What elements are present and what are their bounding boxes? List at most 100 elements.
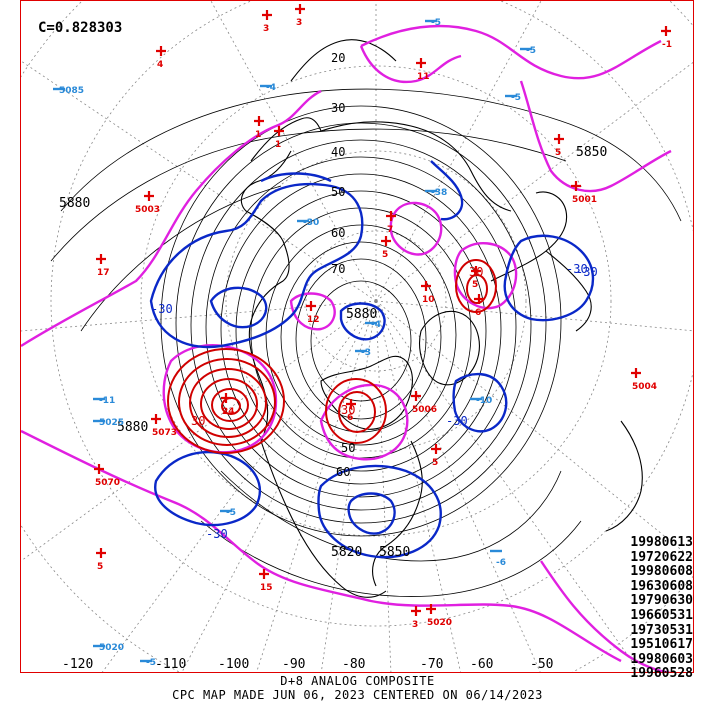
- svg-text:1: 1: [275, 140, 281, 150]
- svg-text:10: 10: [422, 295, 435, 305]
- plus-marker: 5006: [411, 391, 437, 415]
- coastlines: [240, 39, 643, 598]
- plus-marker: 5073: [151, 414, 177, 438]
- longitude-label: -90: [282, 657, 306, 672]
- plus-marker: 17: [96, 254, 110, 278]
- minus-marker: -10: [470, 396, 492, 406]
- analog-date: 19510617: [630, 637, 693, 653]
- minus-marker: -38: [425, 188, 447, 198]
- svg-text:-30: -30: [151, 302, 173, 316]
- longitude-label: -60: [470, 657, 494, 672]
- svg-text:3: 3: [263, 24, 269, 34]
- svg-text:3: 3: [296, 18, 302, 28]
- svg-text:4: 4: [157, 60, 163, 70]
- plus-marker: 12: [306, 301, 320, 325]
- svg-text:5073: 5073: [152, 428, 177, 438]
- correlation-label: C=0.828303: [38, 20, 123, 36]
- analog-date: 19630608: [630, 578, 693, 594]
- svg-text:5085: 5085: [59, 86, 84, 96]
- analog-date: 19960528: [630, 666, 693, 682]
- svg-text:5020: 5020: [427, 618, 452, 628]
- svg-text:5850: 5850: [576, 145, 607, 160]
- longitude-label: -120: [62, 657, 94, 672]
- longitude-label: -100: [218, 657, 250, 672]
- svg-text:5003: 5003: [135, 205, 160, 215]
- plus-marker: 5004: [631, 368, 657, 392]
- svg-text:-4: -4: [371, 320, 381, 330]
- svg-text:50: 50: [331, 185, 345, 199]
- minus-marker: -5: [505, 93, 521, 103]
- svg-text:5880: 5880: [59, 196, 90, 211]
- svg-text:-11: -11: [99, 396, 115, 406]
- plus-marker: 11: [416, 58, 430, 82]
- svg-text:5880: 5880: [117, 420, 148, 435]
- svg-text:-5: -5: [146, 658, 156, 668]
- minus-marker: -4: [260, 83, 276, 93]
- analog-composite-map: -30 -30 -30 -30 -30 30 30 30 20 30 40 50…: [21, 1, 693, 672]
- svg-text:-6: -6: [496, 558, 506, 568]
- svg-text:3: 3: [412, 620, 418, 630]
- analog-date: 19980613: [630, 535, 693, 550]
- svg-text:11: 11: [417, 72, 430, 82]
- plus-marker: 3: [411, 606, 421, 630]
- svg-text:5020: 5020: [99, 643, 124, 653]
- plus-marker: 5: [431, 444, 441, 468]
- plus-marker: 5070: [94, 464, 120, 488]
- svg-text:70: 70: [331, 262, 345, 276]
- footer-title: D+8 ANALOG COMPOSITE: [280, 674, 435, 688]
- svg-text:30: 30: [191, 414, 205, 428]
- svg-text:5: 5: [97, 562, 103, 572]
- svg-text:5850: 5850: [379, 545, 410, 560]
- svg-text:-30: -30: [446, 414, 468, 428]
- negative-markers: -5 -5 -4 -5 -30 -38 -10 -11 -3 -4 5085 5…: [53, 18, 536, 668]
- svg-text:-5: -5: [511, 93, 521, 103]
- svg-text:60: 60: [331, 226, 345, 240]
- minus-marker: -4: [365, 320, 381, 330]
- minus-marker: 5025: [93, 418, 124, 428]
- svg-text:5025: 5025: [99, 418, 124, 428]
- svg-text:24: 24: [222, 407, 235, 417]
- minus-marker: -5: [425, 18, 441, 28]
- positive-anomaly-contours: [167, 259, 497, 454]
- analog-date: 19660531: [630, 607, 693, 623]
- svg-text:5006: 5006: [412, 405, 437, 415]
- svg-text:6: 6: [347, 413, 353, 423]
- plus-marker: 4: [156, 46, 166, 70]
- plus-marker: -1: [661, 26, 672, 50]
- svg-text:5001: 5001: [572, 195, 597, 205]
- minus-marker: -5: [220, 508, 236, 518]
- analog-date: 19790630: [630, 593, 693, 609]
- height-labels: 5880 5880 5850 5820 5850 5880: [59, 145, 607, 560]
- analog-date: 19720622: [630, 549, 693, 565]
- positive-markers: 3 3 4 11 1 5003 5001 17 7 1 5 5 12 5 10 …: [94, 4, 672, 630]
- svg-text:5004: 5004: [632, 382, 657, 392]
- plus-marker: 24: [221, 393, 235, 417]
- plus-marker: 6: [474, 294, 484, 318]
- svg-text:5: 5: [432, 458, 438, 468]
- plus-marker: 3: [262, 10, 272, 34]
- svg-text:-5: -5: [431, 18, 441, 28]
- longitude-label: -110: [155, 657, 187, 672]
- minus-marker: -6: [490, 549, 506, 568]
- minus-marker: -3: [355, 348, 371, 358]
- svg-text:1: 1: [255, 130, 261, 140]
- analog-dates-list: 19980613 19720622 19980608 19630608 1979…: [630, 535, 693, 682]
- plus-marker: 5: [96, 548, 106, 572]
- plus-marker: 6: [346, 399, 356, 423]
- plus-marker: 5: [554, 134, 564, 158]
- minus-marker: -11: [93, 396, 115, 406]
- svg-text:50: 50: [341, 441, 355, 455]
- height-contours: [50, 88, 682, 597]
- svg-text:5: 5: [555, 148, 561, 158]
- minus-marker: -5: [140, 658, 156, 668]
- minus-marker: -5: [520, 46, 536, 56]
- longitude-label: -70: [420, 657, 444, 672]
- anomaly-labels: -30 -30 -30 -30 -30 30 30 30 20 30 40 50…: [151, 51, 598, 541]
- svg-text:5070: 5070: [95, 478, 120, 488]
- svg-text:-1: -1: [662, 40, 672, 50]
- analog-date: 19980603: [630, 651, 693, 667]
- svg-text:5880: 5880: [346, 307, 377, 322]
- plus-marker: 5001: [571, 181, 597, 205]
- plus-marker: 5: [381, 236, 391, 260]
- minus-marker: 5085: [53, 86, 84, 96]
